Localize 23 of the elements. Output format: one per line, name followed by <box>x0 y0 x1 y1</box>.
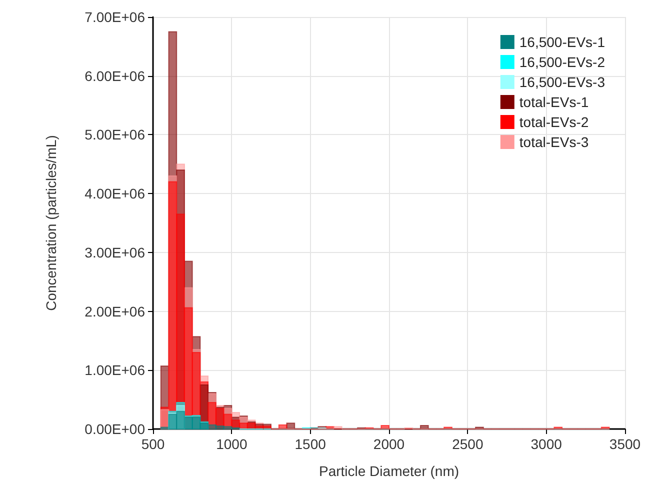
legend-label: 16,500-EVs-3 <box>519 74 606 90</box>
legend-label: total-EVs-1 <box>519 94 589 110</box>
y-axis-title: Concentration (particles/mL) <box>43 135 59 311</box>
y-tick-label: 2.00E+06 <box>84 303 146 320</box>
x-tick-label: 2500 <box>452 436 484 452</box>
x-axis-title: Particle Diameter (nm) <box>318 463 460 479</box>
legend-label: total-EVs-3 <box>519 134 589 150</box>
x-tick-label: 1500 <box>294 436 326 452</box>
y-tick-label: 6.00E+06 <box>84 68 146 84</box>
y-tick-label: 4.00E+06 <box>84 186 146 202</box>
legend-label: 16,500-EVs-1 <box>519 34 606 50</box>
y-tick-label: 0.00E+00 <box>84 421 146 437</box>
x-tick-label: 2000 <box>373 436 405 452</box>
y-tick-label: 1.00E+06 <box>84 362 146 378</box>
x-tick-label: 3000 <box>530 436 562 452</box>
y-tick-label: 3.00E+06 <box>84 244 146 260</box>
x-tick-label: 500 <box>141 436 165 452</box>
legend-label: 16,500-EVs-2 <box>519 54 606 70</box>
legend-label: total-EVs-2 <box>519 114 589 130</box>
y-tick-label: 7.00E+06 <box>84 9 146 25</box>
x-tick-label: 3500 <box>609 436 641 452</box>
x-tick-label: 1000 <box>216 436 248 452</box>
y-tick-label: 5.00E+06 <box>84 126 146 143</box>
